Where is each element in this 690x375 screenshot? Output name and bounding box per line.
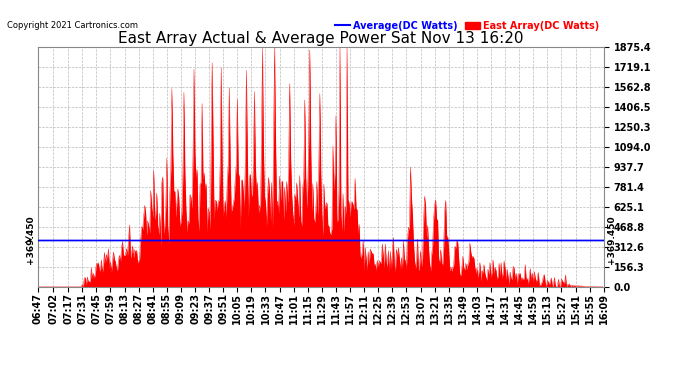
Legend: Average(DC Watts), East Array(DC Watts): Average(DC Watts), East Array(DC Watts)	[335, 21, 599, 30]
Text: Copyright 2021 Cartronics.com: Copyright 2021 Cartronics.com	[7, 21, 138, 30]
Text: +369.450: +369.450	[607, 215, 615, 264]
Text: +369.450: +369.450	[26, 215, 35, 264]
Title: East Array Actual & Average Power Sat Nov 13 16:20: East Array Actual & Average Power Sat No…	[118, 31, 524, 46]
